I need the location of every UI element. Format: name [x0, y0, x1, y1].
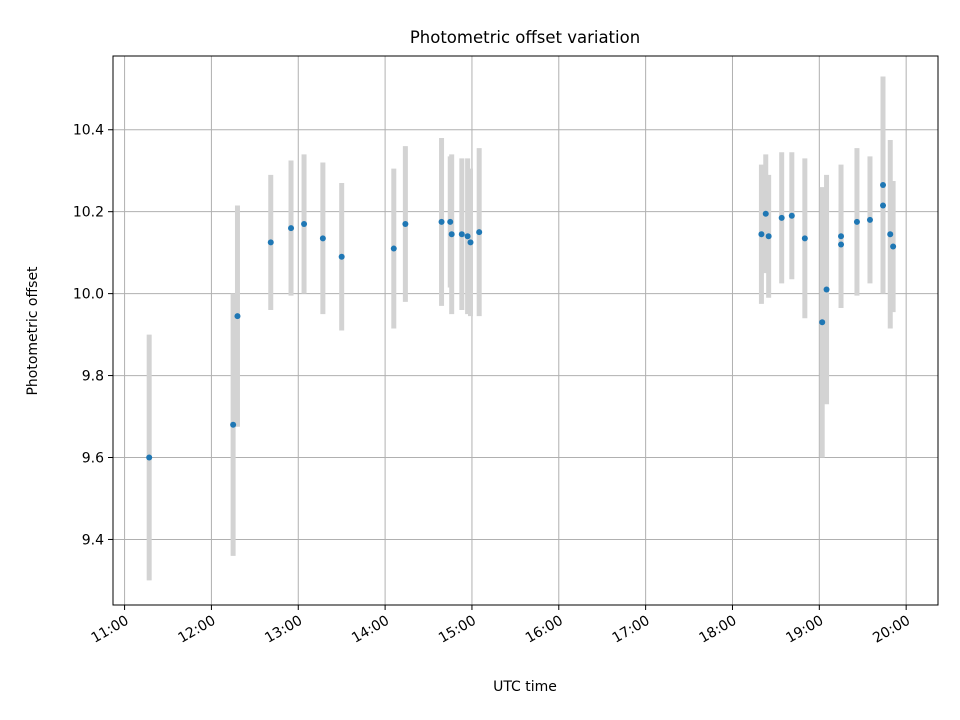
y-axis-label: Photometric offset — [25, 266, 41, 396]
data-point — [448, 231, 455, 238]
chart-title: Photometric offset variation — [410, 28, 640, 47]
data-point — [319, 235, 326, 242]
data-point — [762, 210, 769, 217]
y-tick-label: 9.6 — [82, 451, 104, 467]
y-tick-label: 9.8 — [82, 369, 104, 385]
data-point — [758, 231, 765, 238]
data-point — [880, 202, 886, 209]
data-point — [476, 229, 483, 236]
data-point — [838, 233, 845, 240]
data-point — [467, 239, 474, 246]
data-point — [765, 233, 772, 240]
data-point — [390, 245, 397, 252]
data-point — [464, 233, 471, 240]
data-point — [819, 319, 826, 326]
data-point — [234, 313, 241, 320]
data-point — [788, 212, 795, 219]
data-point — [447, 218, 454, 225]
data-point — [866, 216, 873, 223]
data-point — [301, 220, 308, 227]
data-point — [338, 253, 345, 260]
data-point — [458, 231, 465, 238]
data-point — [402, 220, 409, 227]
data-point — [230, 421, 237, 428]
plot-frame — [112, 55, 939, 606]
data-point — [887, 231, 894, 238]
data-point — [880, 182, 886, 189]
y-tick-label: 10.4 — [73, 123, 104, 139]
data-point — [146, 454, 153, 461]
y-tick-label: 10.2 — [73, 205, 104, 221]
data-point — [288, 225, 295, 232]
y-tick-label: 9.4 — [82, 532, 104, 548]
data-point — [823, 286, 830, 293]
data-point — [890, 243, 897, 250]
x-axis-label: UTC time — [493, 679, 557, 695]
grid — [113, 56, 938, 605]
data-point — [778, 214, 785, 221]
data-point — [267, 239, 274, 246]
data-point — [838, 241, 845, 248]
y-tick-label: 10.0 — [73, 287, 104, 303]
data-point — [853, 218, 860, 225]
data-point — [801, 235, 808, 242]
data-points — [146, 182, 897, 461]
data-point — [438, 218, 445, 225]
